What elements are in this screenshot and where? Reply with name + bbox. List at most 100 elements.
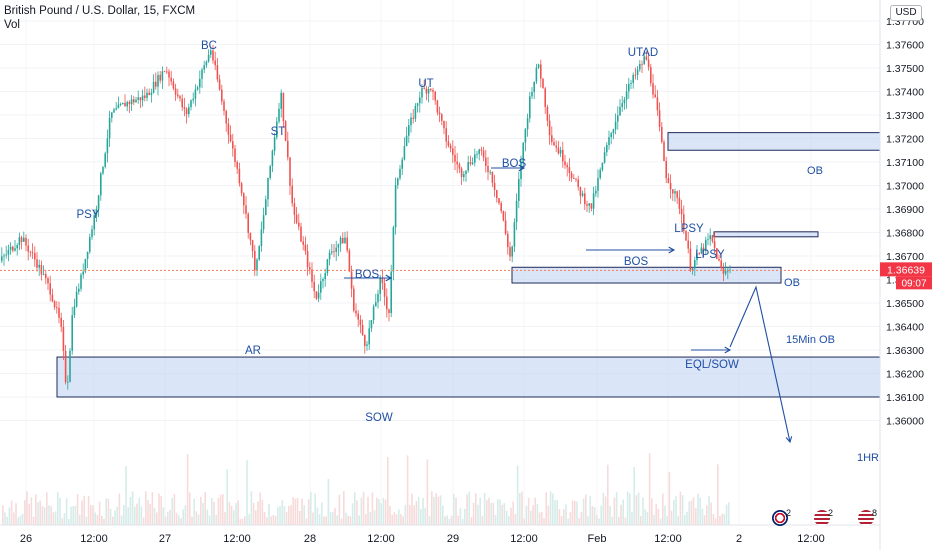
volume-bar (378, 499, 380, 525)
candle-body (700, 247, 703, 254)
volume-bar (505, 510, 508, 525)
us-flag-icon[interactable]: 8 (858, 508, 880, 528)
volume-bar (468, 491, 470, 525)
candle-body (276, 121, 278, 138)
candle-body (95, 208, 98, 216)
candle-body (379, 277, 381, 294)
candle-body (236, 162, 238, 169)
volume-bar (85, 516, 88, 525)
y-tick-label: 1.36800 (886, 228, 924, 240)
volume-bar (411, 493, 413, 525)
volume-bar (118, 493, 121, 525)
volume-bar (116, 506, 118, 525)
volume-bar (629, 493, 631, 525)
volume-bar (257, 501, 259, 525)
volume-bar (107, 498, 110, 525)
x-tick-label: 26 (20, 533, 32, 545)
candle-body (630, 82, 632, 85)
candle-body (579, 186, 582, 196)
volume-bar (543, 518, 545, 525)
candle-body (216, 65, 219, 80)
candle-body (155, 81, 157, 87)
candle-body (641, 64, 643, 65)
volume-bar (263, 512, 266, 525)
annotation-label: PSY (76, 209, 99, 221)
candle-body (663, 141, 665, 161)
candle-body (210, 50, 212, 55)
price-axis[interactable]: 1.377001.376001.375001.374001.373001.372… (879, 0, 932, 550)
volume-bar (145, 491, 147, 525)
volume-bar (123, 505, 125, 525)
volume-bar (206, 509, 209, 525)
volume-bar (633, 467, 635, 525)
candle-body (82, 271, 84, 275)
symbol-title[interactable]: British Pound / U.S. Dollar, 15, FXCM (4, 5, 196, 17)
volume-bar (611, 516, 613, 525)
y-tick-label: 1.36000 (886, 416, 924, 428)
candle-body (306, 251, 309, 268)
volume-bar (94, 512, 96, 525)
volume-bar (52, 512, 55, 525)
volume-bar (725, 504, 728, 525)
volume-bar (659, 518, 662, 525)
volume-bar (536, 503, 539, 525)
volume-label[interactable]: Vol (4, 19, 20, 31)
candle-body (489, 171, 491, 173)
volume-bar (382, 497, 385, 525)
volume-bar (268, 504, 270, 525)
volume-bar (477, 504, 479, 525)
volume-bar (384, 499, 387, 525)
volume-bar (668, 472, 671, 525)
x-tick-label: 2 (736, 533, 742, 545)
candle-body (300, 226, 302, 242)
volume-bar (248, 514, 250, 525)
candle-body (551, 135, 553, 143)
volume-bar (213, 501, 215, 525)
candle-body (423, 87, 425, 89)
x-tick-label: 28 (304, 533, 316, 545)
volume-bar (466, 494, 468, 525)
volume-bar (492, 503, 495, 525)
candle-body (465, 170, 467, 175)
volume-bar (620, 504, 622, 525)
volume-bar (400, 514, 402, 525)
candle-body (691, 268, 694, 270)
volume-bar (259, 492, 261, 525)
candle-body (273, 137, 276, 151)
candle-body (115, 108, 117, 110)
last-price-tag[interactable] (880, 262, 932, 277)
candle-body (601, 162, 604, 170)
candle-body (610, 133, 612, 138)
volume-bar (699, 497, 701, 525)
volume-bar (329, 512, 332, 525)
candle-body (148, 92, 150, 96)
candle-body (680, 208, 683, 215)
currency-button[interactable]: USD (890, 5, 922, 21)
volume-bar (417, 496, 420, 525)
us-flag-icon[interactable]: 2 (814, 508, 836, 528)
volume-bar (281, 500, 283, 525)
time-axis[interactable]: 26 12:00 27 12:00 28 12:00 29 12:00 Feb 12:00 2 12:… (0, 524, 880, 545)
volume-bar (420, 509, 422, 525)
volume-bar (61, 518, 63, 525)
candle-body (102, 166, 104, 174)
candle-body (355, 310, 357, 314)
volume-bar (664, 505, 666, 525)
candle-body (628, 84, 630, 92)
candle-body (597, 177, 599, 191)
volume-bar (294, 498, 297, 525)
volume-bar (233, 510, 235, 525)
volume-bar (28, 503, 30, 525)
volume-bar (530, 510, 532, 525)
volume-bar (13, 512, 15, 525)
volume-bar (21, 513, 24, 525)
candle-body (405, 135, 408, 147)
candle-body (729, 269, 731, 271)
candle-body (245, 205, 247, 214)
volume-bar (147, 500, 149, 525)
candle-body (650, 67, 652, 84)
volume-bar (433, 496, 435, 525)
uk-flag-icon[interactable]: 2 (772, 508, 794, 528)
candle-body (449, 145, 452, 149)
